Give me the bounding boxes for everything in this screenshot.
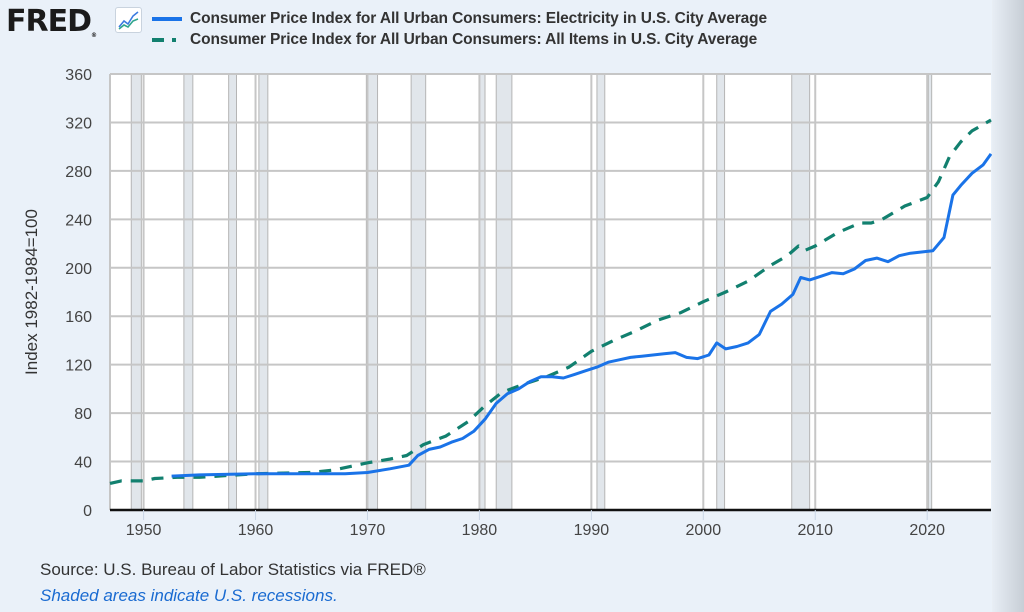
recession-band <box>258 73 269 511</box>
y-tick-label: 280 <box>65 164 92 181</box>
y-tick-label: 360 <box>65 67 92 84</box>
recession-band <box>927 73 933 511</box>
y-tick-label: 160 <box>65 309 92 326</box>
recession-band <box>130 73 142 511</box>
line-chart-icon[interactable] <box>115 7 142 33</box>
chart-plot[interactable]: Index 1982-1984=100 0 40 80 120 160 200 240 280… <box>0 0 1024 560</box>
x-tick-label: 2020 <box>909 522 945 539</box>
recession-band <box>228 73 237 511</box>
recession-band <box>596 73 606 511</box>
series-line-all-items[interactable] <box>109 118 992 485</box>
y-tick-label: 0 <box>83 503 92 520</box>
fred-logo[interactable]: FRED® <box>6 4 97 39</box>
legend-item-all-items[interactable]: Consumer Price Index for All Urban Consu… <box>152 29 767 50</box>
recession-band <box>183 73 194 511</box>
y-tick-label: 320 <box>65 115 92 132</box>
y-tick-label: 120 <box>65 358 92 375</box>
y-tick-label: 240 <box>65 212 92 229</box>
legend-item-electricity[interactable]: Consumer Price Index for All Urban Consu… <box>152 8 767 29</box>
legend-label: Consumer Price Index for All Urban Consu… <box>190 30 758 48</box>
logo-text: FRED <box>6 4 92 39</box>
y-tick-label: 80 <box>74 406 92 423</box>
x-tick-label: 1970 <box>350 522 386 539</box>
y-tick-label: 200 <box>65 261 92 278</box>
legend-label: Consumer Price Index for All Urban Consu… <box>190 9 768 27</box>
recession-band <box>495 73 513 511</box>
x-tick-label: 2000 <box>686 522 722 539</box>
y-tick-label: 40 <box>74 455 92 472</box>
logo-registered-mark: ® <box>91 32 97 39</box>
x-tick-label: 1980 <box>462 522 498 539</box>
plot-area <box>110 74 991 510</box>
chart-legend: Consumer Price Index for All Urban Consu… <box>152 8 767 50</box>
recession-note-link[interactable]: Shaded areas indicate U.S. recessions. <box>40 586 338 605</box>
x-tick-label: 1990 <box>574 522 610 539</box>
scrollbar[interactable] <box>992 0 1024 612</box>
legend-swatch-solid <box>152 16 182 21</box>
series-line-electricity[interactable] <box>171 153 993 478</box>
y-axis-label: Index 1982-1984=100 <box>22 209 41 375</box>
x-tick-label: 2010 <box>797 522 833 539</box>
source-text: Source: U.S. Bureau of Labor Statistics … <box>40 560 426 579</box>
legend-swatch-dashed <box>152 37 182 42</box>
x-tick-label: 1950 <box>126 522 162 539</box>
x-tick-label: 1960 <box>238 522 274 539</box>
